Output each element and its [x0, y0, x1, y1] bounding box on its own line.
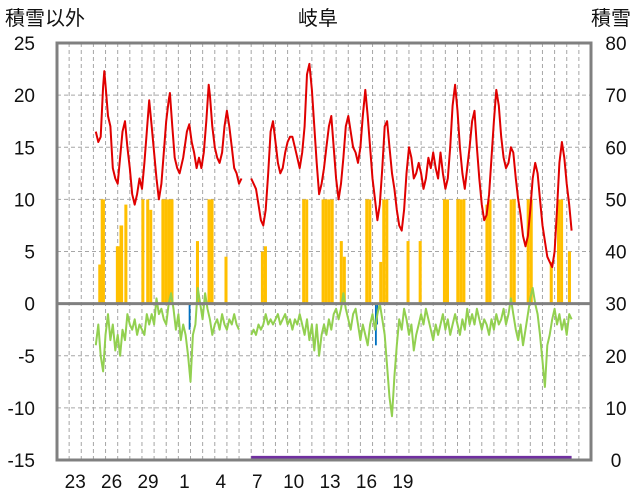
sunshine-bar [305, 199, 309, 304]
right-axis-tick-label: 70 [605, 86, 626, 107]
x-axis-tick-label: 29 [137, 472, 158, 493]
sunshine-bar [445, 199, 450, 304]
sunshine-bar [124, 204, 128, 304]
sunshine-bar [141, 199, 145, 304]
sunshine-bar [302, 199, 306, 304]
sunshine-bar [170, 199, 174, 304]
sunshine-bar [526, 199, 530, 304]
sunshine-bar [567, 251, 571, 304]
temperature-line [94, 70, 243, 206]
sunshine-bar [167, 199, 171, 304]
right-axis-title: 積雪 [591, 7, 631, 30]
sunshine-bar [342, 256, 346, 304]
sunshine-bar [207, 199, 211, 304]
sunshine-bar [260, 251, 264, 304]
wind-line [94, 287, 240, 383]
sunshine-bar [100, 199, 105, 304]
sunshine-bar [382, 199, 386, 304]
sunshine-bar [385, 199, 389, 304]
sunshine-bar [146, 199, 150, 304]
sunshine-bar [418, 241, 422, 304]
sunshine-bar [365, 199, 369, 304]
line-series-group [94, 62, 573, 460]
x-axis-tick-label: 19 [392, 472, 413, 493]
sunshine-bar [488, 199, 492, 304]
right-axis-tick-label: 60 [605, 138, 626, 159]
sunshine-bar [115, 246, 120, 304]
left-axis-tick-label: 0 [24, 295, 35, 316]
bar-series-group [98, 199, 571, 346]
precipitation-bar [188, 303, 191, 330]
x-axis-tick-label: 26 [101, 472, 122, 493]
left-axis-tick-label: 5 [24, 243, 35, 264]
sunshine-bar [406, 241, 410, 304]
sunshine-bar [512, 199, 516, 304]
right-axis-tick-label: 30 [605, 295, 626, 316]
sunshine-bar [164, 199, 168, 304]
sunshine-bar [161, 199, 165, 304]
left-axis-tick-label: 25 [14, 34, 35, 55]
sunshine-bar [379, 261, 383, 304]
x-axis-tick-label: 4 [216, 472, 227, 493]
wind-line [250, 287, 573, 418]
sunshine-bar [462, 199, 466, 304]
sunshine-bar [485, 204, 489, 304]
left-axis-tick-label: 10 [14, 190, 35, 211]
left-axis-tick-label: 15 [14, 138, 35, 159]
right-axis-tick-label: 10 [605, 399, 626, 420]
sunshine-bar [509, 199, 513, 304]
x-axis-tick-label: 13 [319, 472, 340, 493]
x-axis-tick-label: 23 [65, 472, 86, 493]
right-axis-tick-label: 20 [605, 347, 626, 368]
temperature-line [250, 62, 573, 269]
left-axis-tick-label: -10 [8, 399, 35, 420]
axes [55, 41, 593, 462]
sunshine-bar [263, 246, 267, 304]
sunshine-bar [98, 264, 103, 304]
sunshine-bar [368, 199, 372, 304]
sunshine-bar [224, 256, 228, 304]
left-axis-tick-label: -5 [18, 347, 35, 368]
chart-title: 岐阜 [298, 7, 338, 30]
x-axis-tick-label: 1 [179, 472, 190, 493]
x-axis-tick-label: 10 [283, 472, 304, 493]
sunshine-bar [459, 199, 463, 304]
sunshine-bar [195, 241, 199, 304]
left-axis-title: 積雪以外 [5, 7, 85, 30]
sunshine-bar [149, 209, 153, 304]
right-axis-tick-label: 80 [605, 34, 626, 55]
sunshine-bar [324, 199, 328, 304]
right-axis-tick-label: 40 [605, 243, 626, 264]
sunshine-bar [442, 199, 446, 304]
sunshine-bar [560, 199, 564, 304]
right-axis-tick-label: 0 [611, 451, 622, 472]
sunshine-bar [529, 199, 533, 304]
x-axis-tick-label: 16 [356, 472, 377, 493]
sunshine-bar [321, 199, 325, 304]
left-axis-tick-label: 20 [14, 86, 35, 107]
right-axis-tick-label: 50 [605, 190, 626, 211]
sunshine-bar [339, 241, 343, 304]
x-axis-tick-label: 7 [252, 472, 263, 493]
sunshine-bar [456, 199, 460, 304]
sunshine-bar [327, 199, 331, 304]
left-axis-tick-label: -15 [8, 451, 35, 472]
sunshine-bar [549, 261, 553, 304]
sunshine-bar [119, 225, 124, 304]
sunshine-bar [557, 199, 561, 304]
sunshine-bar [330, 199, 334, 304]
sunshine-bar [210, 199, 214, 304]
plot-frame [55, 41, 593, 462]
